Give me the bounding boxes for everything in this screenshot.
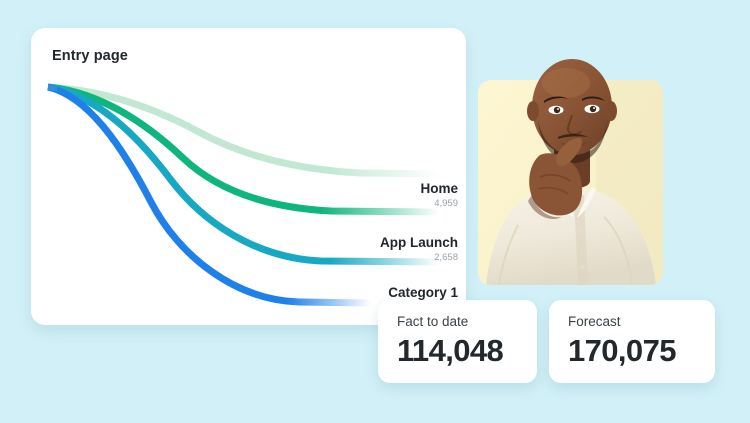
chart-title: Entry page [52, 48, 128, 64]
series-line-series-4 [47, 83, 372, 307]
stat-value-forecast: 170,075 [568, 333, 676, 368]
portrait-photo-block [478, 45, 663, 285]
series-value-app-launch: 2,658 [434, 252, 458, 264]
stat-value-fact-to-date: 114,048 [397, 333, 504, 368]
series-line-app-launch [47, 83, 440, 216]
series-label-home: Home 4,959 [420, 181, 458, 210]
stat-card-fact-to-date: Fact to date 114,048 [378, 300, 537, 383]
series-line-category-1 [47, 83, 440, 266]
stat-label-forecast: Forecast [568, 314, 621, 329]
entry-page-chart-card: Entry page [31, 28, 466, 325]
series-label-app-launch: App Launch 2,658 [380, 235, 458, 264]
series-name-category-1: Category 1 [388, 285, 458, 300]
series-line-home [47, 83, 440, 178]
series-value-home: 4,959 [434, 198, 458, 210]
series-name-home: Home [420, 181, 458, 196]
stat-card-forecast: Forecast 170,075 [549, 300, 715, 383]
entry-page-line-chart [47, 83, 440, 307]
series-name-app-launch: App Launch [380, 235, 458, 250]
series-origin-cap [48, 84, 57, 91]
stat-label-fact-to-date: Fact to date [397, 314, 469, 329]
portrait-photo [478, 59, 663, 285]
